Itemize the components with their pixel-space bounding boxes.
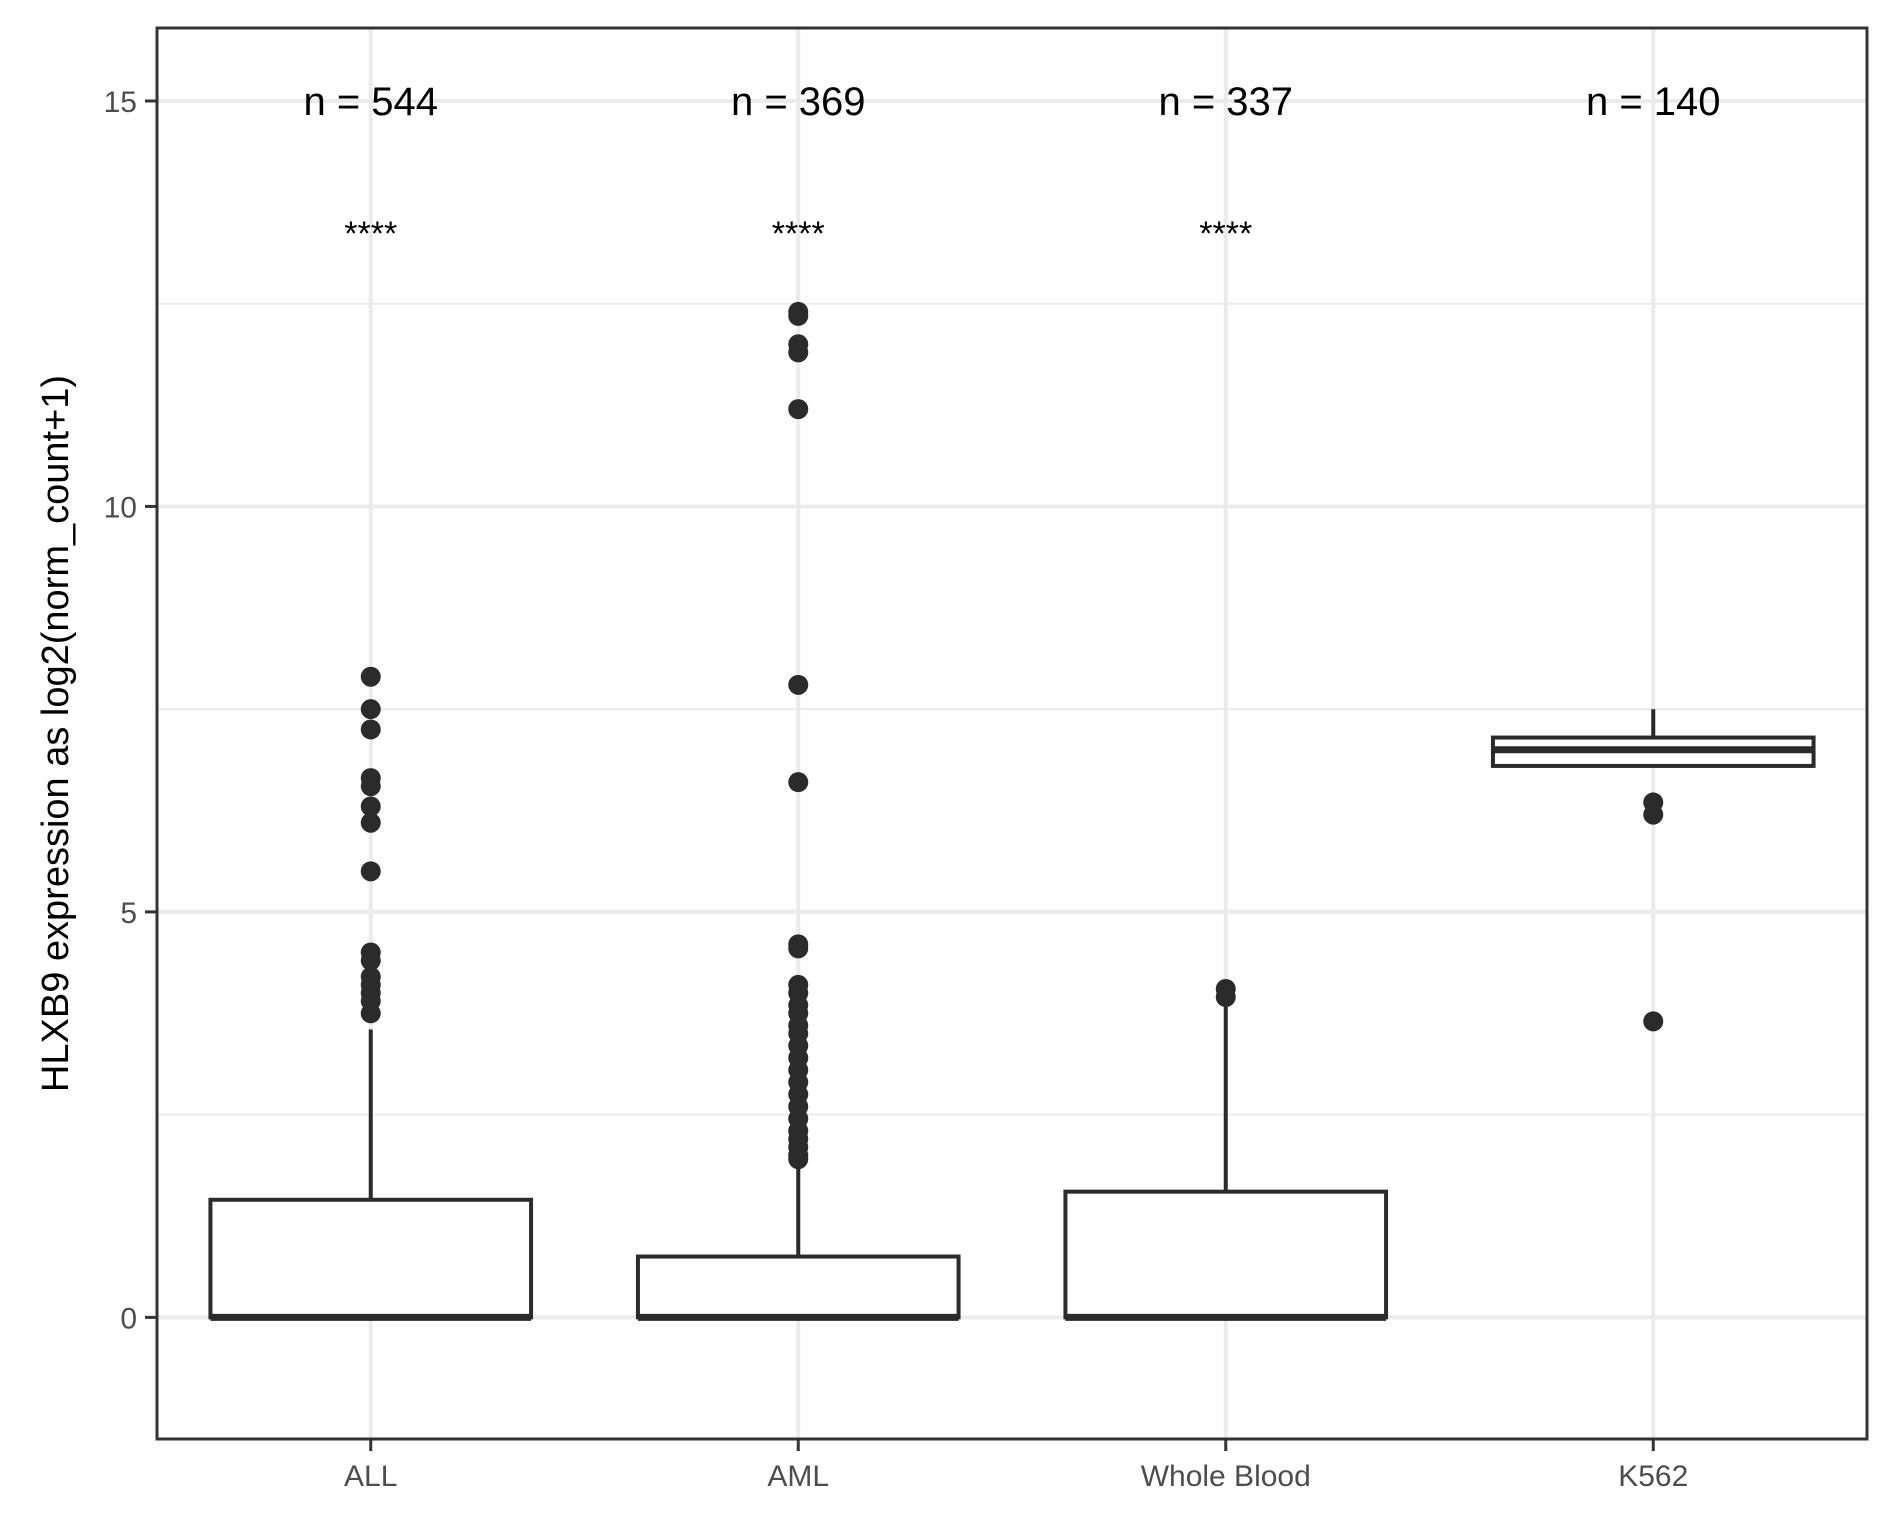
- outlier-point: [788, 772, 809, 793]
- outlier-point: [1215, 987, 1236, 1008]
- annotations: n = 544 **** n = 369 **** n = 337 **** n = 140: [303, 80, 1720, 253]
- outlier-point: [360, 1003, 381, 1024]
- significance-label: ****: [772, 215, 825, 253]
- y-tick-label: 5: [120, 897, 137, 930]
- outlier-point: [1643, 1011, 1664, 1032]
- box-series: [208, 709, 1816, 1321]
- x-tick-label: ALL: [344, 1460, 397, 1493]
- outlier-point: [788, 342, 809, 363]
- box-aml: [635, 1167, 961, 1321]
- x-axis: ALL AML Whole Blood K562: [344, 1439, 1688, 1493]
- outlier-point: [788, 938, 809, 959]
- box-whole-blood: [1063, 1005, 1389, 1321]
- x-tick-label: Whole Blood: [1141, 1460, 1311, 1493]
- significance-label: ****: [1199, 215, 1252, 253]
- outlier-point: [788, 674, 809, 695]
- panel-border: [155, 26, 1869, 1441]
- outlier-point: [360, 699, 381, 720]
- count-label: n = 337: [1158, 80, 1293, 124]
- outlier-point: [788, 305, 809, 326]
- y-axis-title: HLXB9 expression as log2(norm_count+1): [35, 375, 77, 1092]
- x-tick-label: AML: [767, 1460, 829, 1493]
- count-label: n = 369: [731, 80, 866, 124]
- box-iqr: [1063, 1189, 1389, 1320]
- count-label: n = 544: [303, 80, 438, 124]
- y-tick-label: 15: [104, 86, 137, 119]
- box-iqr: [208, 1197, 534, 1320]
- outlier-point: [360, 950, 381, 971]
- y-tick-label: 10: [104, 491, 137, 524]
- outlier-point: [360, 776, 381, 797]
- box-k562: [1490, 709, 1816, 768]
- box-iqr: [635, 1254, 961, 1320]
- outlier-point: [360, 861, 381, 882]
- outlier-point: [360, 666, 381, 687]
- outlier-point: [360, 812, 381, 833]
- outlier-points: [360, 301, 1664, 1170]
- y-axis: 0 5 10 15: [104, 86, 157, 1335]
- count-label: n = 140: [1586, 80, 1721, 124]
- x-tick-label: K562: [1618, 1460, 1688, 1493]
- outlier-point: [360, 796, 381, 817]
- box-all: [208, 1029, 534, 1321]
- outlier-point: [360, 719, 381, 740]
- y-tick-label: 0: [120, 1302, 137, 1335]
- outlier-point: [1643, 804, 1664, 825]
- outlier-point: [788, 1149, 809, 1170]
- significance-label: ****: [344, 215, 397, 253]
- outlier-point: [788, 399, 809, 420]
